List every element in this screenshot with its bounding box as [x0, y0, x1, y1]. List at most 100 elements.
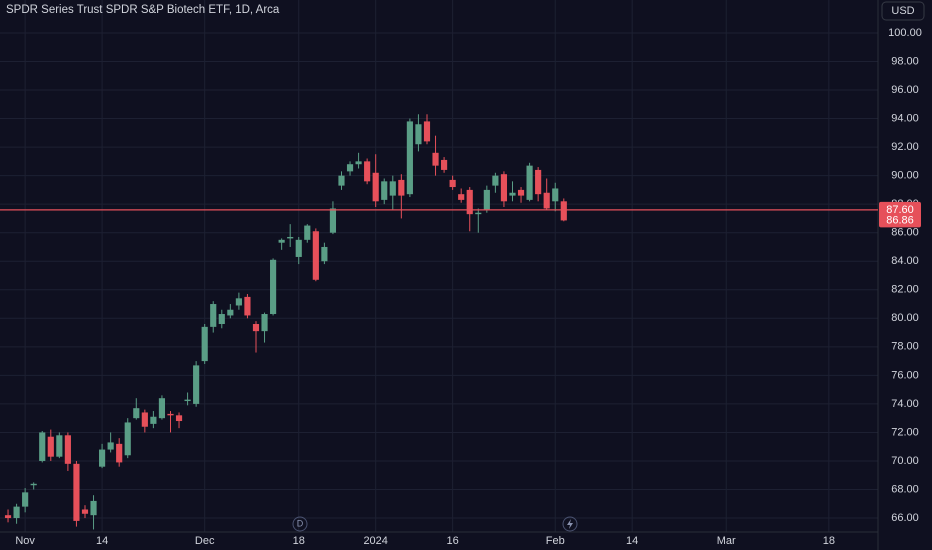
candle-body — [295, 239, 302, 257]
candle-body — [509, 192, 516, 196]
candle-body — [81, 509, 89, 514]
candle-body — [475, 212, 482, 215]
candle-body — [30, 483, 37, 486]
y-tick-label: 66.00 — [891, 512, 919, 524]
y-tick-label: 78.00 — [891, 341, 919, 353]
candle-body — [99, 449, 106, 467]
candle-body — [483, 189, 490, 210]
candle-body — [39, 432, 46, 461]
candle-body — [13, 506, 20, 519]
candle-body — [210, 304, 217, 327]
candle-body — [107, 442, 114, 450]
candle-body — [535, 169, 542, 195]
candle-body — [458, 194, 465, 200]
y-tick-label: 76.00 — [891, 369, 919, 381]
candle-body — [321, 246, 328, 262]
y-tick-label: 70.00 — [891, 455, 919, 467]
candle-body — [235, 298, 242, 306]
candle-body — [398, 179, 405, 196]
candle-body — [449, 179, 456, 188]
y-tick-label: 98.00 — [891, 55, 919, 67]
candle-body — [175, 415, 183, 422]
candle-body — [244, 296, 251, 316]
y-tick-label: 90.00 — [891, 170, 919, 182]
y-tick-label: 68.00 — [891, 483, 919, 495]
last-price-label: 86.86 — [886, 214, 914, 226]
candle-body — [364, 161, 371, 182]
x-tick-label: 14 — [96, 535, 108, 547]
candle-body — [150, 416, 157, 424]
candle-body — [47, 436, 54, 457]
candle-body — [252, 324, 260, 332]
currency-button[interactable] — [881, 1, 925, 21]
candle-body — [517, 189, 525, 196]
candle-body — [492, 175, 499, 186]
dividend-marker[interactable] — [292, 516, 308, 532]
candle-body — [466, 189, 473, 215]
candle-body — [227, 309, 234, 316]
candle-body — [560, 201, 567, 221]
candle-body — [4, 515, 12, 519]
dividend-marker-label[interactable]: D — [297, 518, 304, 528]
candle-body — [415, 124, 422, 145]
x-tick-label: 18 — [823, 535, 835, 547]
candle-body — [500, 174, 508, 202]
x-tick-label: Nov — [15, 535, 35, 547]
y-tick-label: 84.00 — [891, 255, 919, 267]
y-tick-label: 80.00 — [891, 312, 919, 324]
candle-body — [406, 121, 413, 195]
candle-body — [116, 443, 123, 463]
candle-body — [124, 422, 131, 456]
candle-body — [133, 408, 140, 419]
y-tick-label: 96.00 — [891, 84, 919, 96]
x-tick-label: 14 — [626, 535, 638, 547]
last-price-tag — [879, 213, 921, 228]
y-tick-label: 94.00 — [891, 112, 919, 124]
candle-body — [423, 121, 431, 142]
candle-body — [64, 435, 71, 464]
candle-body — [167, 413, 174, 416]
candle-body — [278, 239, 285, 243]
y-tick-label: 72.00 — [891, 426, 919, 438]
candle-body — [543, 192, 550, 209]
candle-body — [261, 314, 268, 332]
y-tick-label: 82.00 — [891, 284, 919, 296]
candle-body — [304, 225, 311, 240]
y-tick-label: 86.00 — [891, 227, 919, 239]
x-tick-label: Dec — [195, 535, 215, 547]
candle-body — [338, 175, 345, 186]
candle-body — [441, 159, 448, 170]
event-icon — [567, 519, 573, 529]
candle-body — [201, 326, 208, 362]
candle-body — [372, 172, 379, 202]
candle-body — [158, 398, 166, 419]
candle-body — [218, 314, 225, 325]
x-tick-label: Mar — [717, 535, 736, 547]
chart-title: SPDR Series Trust SPDR S&P Biotech ETF, … — [6, 4, 280, 16]
y-tick-label: 74.00 — [891, 398, 919, 410]
candle-body — [346, 164, 354, 172]
candle-body — [312, 231, 319, 280]
y-tick-label: 100.00 — [888, 27, 922, 39]
candle-body — [90, 500, 97, 516]
candle-body — [73, 463, 80, 521]
candle-body — [355, 161, 362, 165]
candle-body — [56, 435, 63, 457]
candle-body — [184, 399, 191, 402]
candle-body — [193, 365, 200, 404]
price-line-label: 87.60 — [886, 204, 914, 216]
x-tick-label: 16 — [447, 535, 459, 547]
candle-body — [381, 181, 388, 200]
candle-body — [287, 236, 294, 239]
y-tick-label: 92.00 — [891, 141, 919, 153]
currency-label[interactable]: USD — [891, 5, 914, 17]
candle-body — [329, 208, 337, 233]
candle-body — [432, 152, 439, 166]
x-tick-label: Feb — [546, 535, 565, 547]
x-tick-label: 2024 — [363, 535, 387, 547]
candle-body — [141, 412, 148, 427]
candle-body — [389, 181, 396, 196]
candle-body — [552, 188, 559, 202]
event-marker[interactable] — [562, 516, 578, 532]
